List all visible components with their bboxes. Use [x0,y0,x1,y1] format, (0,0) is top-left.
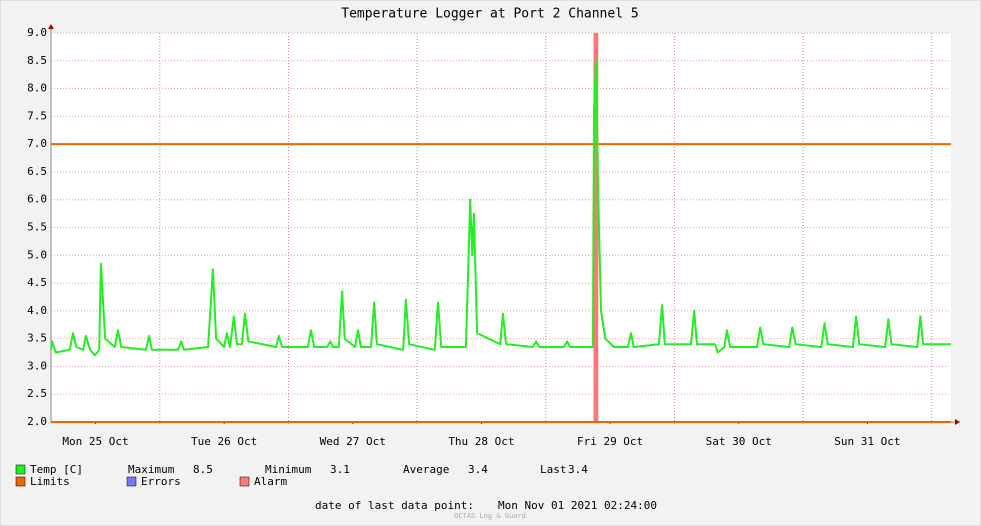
axis-arrow [955,419,960,425]
legend-swatch [15,476,26,487]
y-tick-label: 9.0 [27,26,47,39]
y-tick-label: 6.5 [27,165,47,178]
stat-label: Last [540,463,567,476]
y-tick-label: 8.5 [27,54,47,67]
x-tick-label: Wed 27 Oct [320,435,386,448]
x-tick-label: Sun 31 Oct [834,435,900,448]
legend-label: Errors [141,475,181,488]
x-tick-label: Sat 30 Oct [706,435,772,448]
chart-title: Temperature Logger at Port 2 Channel 5 [341,7,638,22]
x-tick-label: Fri 29 Oct [577,435,643,448]
watermark: OCTAS Log & Guard [454,512,526,520]
axis-arrow [48,24,54,29]
y-tick-label: 5.0 [27,248,47,261]
legend-swatch [239,476,250,487]
y-tick-label: 2.5 [27,387,47,400]
y-tick-label: 3.0 [27,359,47,372]
stat-value: 3.4 [468,463,488,476]
legend-swatch [15,464,26,475]
stat-value: 3.4 [568,463,588,476]
x-tick-label: Tue 26 Oct [191,435,257,448]
legend-label: Alarm [254,475,287,488]
y-tick-label: 4.0 [27,304,47,317]
y-tick-label: 5.5 [27,221,47,234]
stat-label: Average [403,463,449,476]
legend-label: Temp [C] [30,463,83,476]
legend-label: Limits [30,475,70,488]
y-tick-label: 7.5 [27,109,47,122]
alarm-band [593,33,599,422]
y-tick-label: 4.5 [27,276,47,289]
y-tick-label: 8.0 [27,82,47,95]
y-tick-label: 7.0 [27,137,47,150]
stat-value: 3.1 [330,463,350,476]
data-line [50,59,951,357]
footer-label: date of last data point: [315,499,474,512]
y-tick-label: 2.0 [27,415,47,428]
legend-swatch [126,476,137,487]
stat-value: 8.5 [193,463,213,476]
x-tick-label: Mon 25 Oct [62,435,128,448]
x-tick-label: Thu 28 Oct [448,435,514,448]
y-tick-label: 6.0 [27,193,47,206]
stat-label: Maximum [128,463,175,476]
footer-value: Mon Nov 01 2021 02:24:00 [498,499,657,512]
y-tick-label: 3.5 [27,332,47,345]
stat-label: Minimum [265,463,312,476]
